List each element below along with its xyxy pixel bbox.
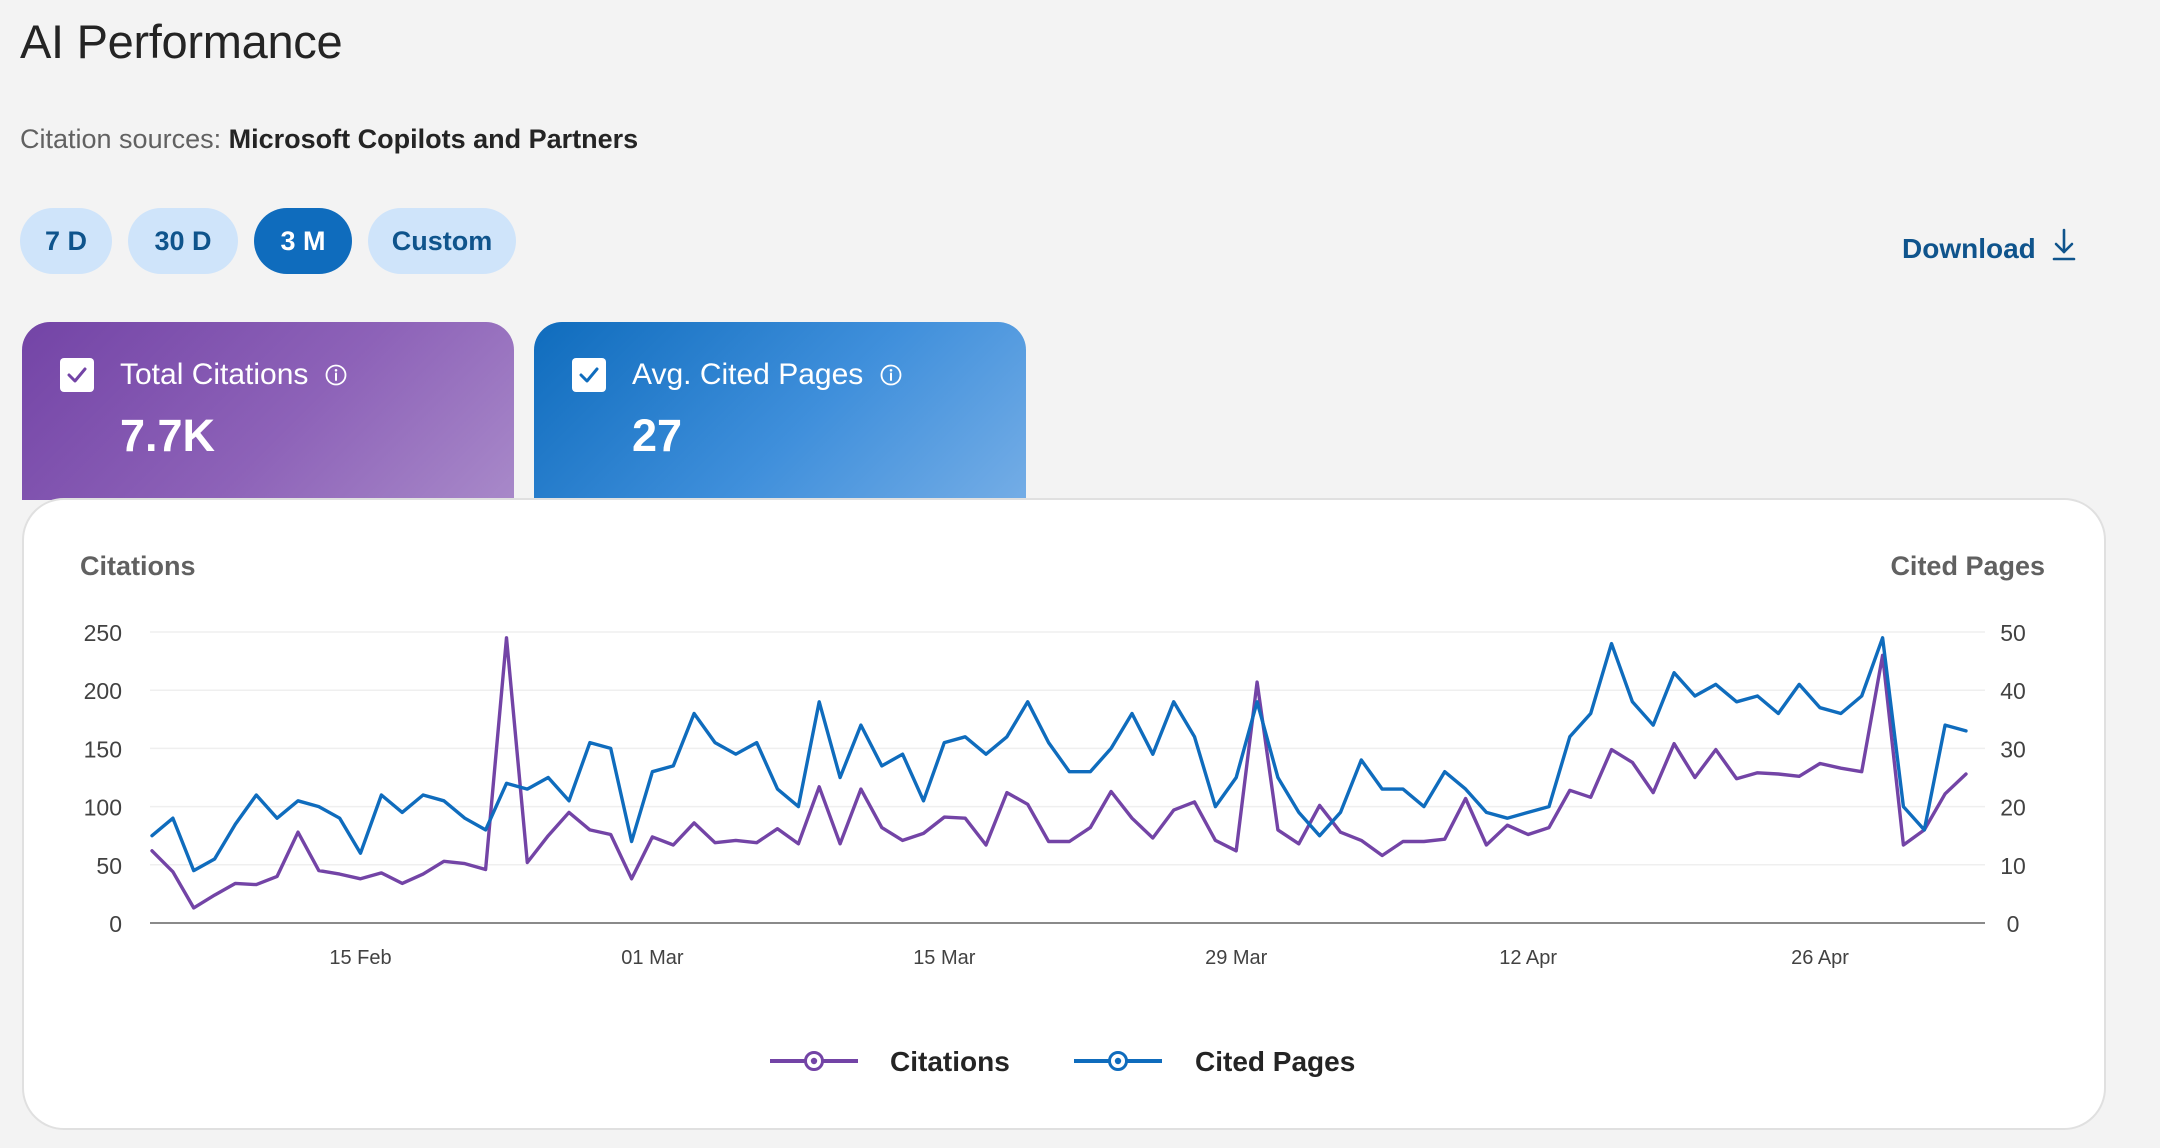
legend-marker-dot	[1114, 1057, 1122, 1065]
range-3m-button[interactable]: 3 M	[254, 208, 352, 274]
download-button[interactable]: Download	[1902, 228, 2076, 269]
y-tick-right: 20	[2000, 795, 2026, 821]
chart-panel	[22, 498, 2106, 1130]
y-tick-left: 250	[84, 620, 122, 646]
total-citations-card[interactable]: Total Citations 7.7K	[22, 322, 514, 500]
x-tick-label: 26 Apr	[1791, 947, 1849, 969]
series-line-citations	[150, 636, 1968, 910]
avg-cited-pages-card[interactable]: Avg. Cited Pages 27	[534, 322, 1026, 500]
x-tick-label: 15 Mar	[913, 947, 976, 969]
y-tick-right: 30	[2000, 736, 2026, 762]
y-tick-left: 0	[109, 911, 122, 937]
x-tick-label: 15 Feb	[329, 947, 391, 969]
avg-cited-pages-label: Avg. Cited Pages	[632, 358, 864, 391]
total-citations-label: Total Citations	[120, 358, 309, 391]
avg-cited-pages-value: 27	[632, 410, 683, 461]
y-tick-right: 50	[2000, 620, 2026, 646]
x-tick-label: 29 Mar	[1205, 947, 1268, 969]
y-tick-left: 150	[84, 736, 122, 762]
page-title: AI Performance	[20, 15, 343, 68]
y-tick-left: 100	[84, 795, 122, 821]
total-citations-value: 7.7K	[120, 410, 216, 461]
y-tick-right: 10	[2000, 853, 2026, 879]
legend-label-cited-pages: Cited Pages	[1195, 1046, 1355, 1077]
legend-marker-dot	[810, 1057, 818, 1065]
info-icon[interactable]	[879, 363, 903, 387]
total-citations-checkbox[interactable]	[60, 358, 94, 392]
x-tick-label: 01 Mar	[621, 947, 684, 969]
y-tick-left: 200	[84, 678, 122, 704]
avg-cited-pages-checkbox[interactable]	[572, 358, 606, 392]
citation-sources-label: Citation sources:	[20, 124, 222, 154]
y-tick-left: 50	[96, 853, 122, 879]
right-axis-title: Cited Pages	[1890, 551, 2045, 581]
info-icon[interactable]	[324, 363, 348, 387]
range-custom-button[interactable]: Custom	[368, 208, 516, 274]
date-range-selector: 7 D 30 D 3 M Custom	[20, 208, 516, 274]
download-icon	[2052, 228, 2076, 269]
legend-label-citations: Citations	[890, 1046, 1010, 1077]
download-label: Download	[1902, 232, 2036, 264]
range-30d-button[interactable]: 30 D	[128, 208, 238, 274]
citation-sources-value: Microsoft Copilots and Partners	[228, 124, 639, 154]
left-axis-title: Citations	[80, 551, 196, 581]
checkmark-icon	[579, 367, 599, 383]
y-tick-right: 0	[2007, 911, 2020, 937]
y-tick-right: 40	[2000, 678, 2026, 704]
checkmark-icon	[67, 367, 87, 383]
x-tick-label: 12 Apr	[1499, 947, 1557, 969]
range-7d-button[interactable]: 7 D	[20, 208, 112, 274]
series-line-cited-pages	[150, 636, 1968, 873]
citation-sources: Citation sources: Microsoft Copilots and…	[20, 124, 638, 155]
